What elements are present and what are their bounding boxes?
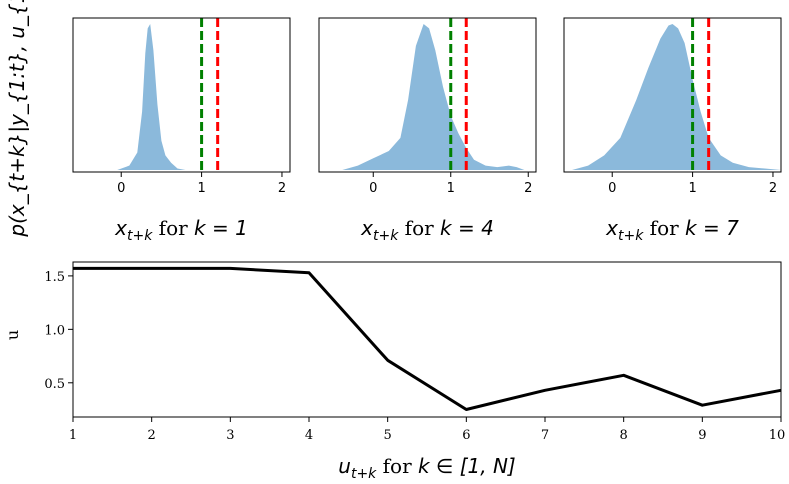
- x-tick-label: 2: [278, 181, 286, 196]
- axes-frame: [318, 17, 537, 173]
- x-tick-label: 3: [226, 428, 234, 443]
- x-tick-label: 1: [197, 181, 205, 196]
- x-ticks: 0 1 2: [117, 172, 286, 196]
- x-tick-label: 9: [698, 428, 706, 443]
- y-axis-label: u: [3, 330, 22, 340]
- x-tick-label: 8: [620, 428, 628, 443]
- control-series-line: [73, 266, 782, 411]
- x-label-for: for: [398, 216, 440, 240]
- x-label-for: for: [152, 216, 194, 240]
- density-panel-k1: 0 1 2 xt+k for k = 1 p(x_{t+k}|y_{1:t}, u_…: [5, 0, 291, 244]
- density-fill: [572, 24, 781, 170]
- x-label-symbol: x: [605, 216, 618, 240]
- x-ticks: 1 2 3 4 5 6 7 8 9 10: [69, 417, 785, 443]
- x-tick-label: 1: [688, 181, 696, 196]
- y-tick-label: 1.0: [44, 323, 65, 338]
- x-tick-label: 2: [524, 181, 532, 196]
- axes-frame: [72, 261, 782, 418]
- x-label-k: k = 7: [685, 216, 739, 240]
- y-ticks: 0.5 1.0 1.5: [44, 270, 73, 392]
- density-fill: [117, 24, 186, 170]
- density-panel-k7: 0 1 2 xt+k for k = 7: [563, 17, 782, 244]
- x-label-for: for: [376, 454, 418, 478]
- x-label-symbol: x: [114, 216, 127, 240]
- x-axis-label: xt+k for k = 4: [360, 216, 494, 244]
- x-tick-label: 0: [117, 181, 125, 196]
- x-label-symbol: u: [338, 454, 351, 478]
- x-label-subscript: t+k: [618, 228, 644, 244]
- x-label-subscript: t+k: [351, 466, 377, 482]
- x-tick-label: 0: [369, 181, 377, 196]
- x-label-for: for: [643, 216, 685, 240]
- x-tick-label: 4: [305, 428, 313, 443]
- x-ticks: 0 1 2: [608, 172, 777, 196]
- x-tick-label: 2: [148, 428, 156, 443]
- x-axis-label: xt+k for k = 1: [114, 216, 248, 244]
- x-label-subscript: t+k: [373, 228, 399, 244]
- control-line-panel: 1 2 3 4 5 6 7 8 9 10 0.51.01.5 u ut+k for k ∈ [1,…: [3, 261, 785, 482]
- density-fill: [342, 24, 525, 170]
- x-label-k: k = 1: [194, 216, 248, 240]
- x-tick-label: 5: [384, 428, 392, 443]
- x-label-k: k = 4: [440, 216, 494, 240]
- x-ticks: 0 1 2: [369, 172, 532, 196]
- x-tick-label: 2: [769, 181, 777, 196]
- axes-frame: [72, 17, 291, 173]
- x-label-symbol: x: [360, 216, 373, 240]
- y-tick-label: 0.5: [44, 377, 65, 392]
- x-tick-label: 10: [769, 428, 786, 443]
- y-axis-label: p(x_{t+k}|y_{1:t}, u_{1:t}): [5, 0, 29, 238]
- x-label-subscript: t+k: [127, 228, 153, 244]
- x-tick-label: 0: [608, 181, 616, 196]
- x-tick-label: 7: [541, 428, 549, 443]
- x-axis-label: ut+k for k ∈ [1, N]: [338, 454, 515, 482]
- x-tick-label: 1: [69, 428, 77, 443]
- x-tick-label: 6: [462, 428, 470, 443]
- density-panel-k4: 0 1 2 xt+k for k = 4: [318, 17, 537, 244]
- x-tick-label: 1: [447, 181, 455, 196]
- axes-frame: [563, 17, 782, 173]
- y-tick-label: 1.5: [44, 270, 65, 285]
- x-axis-label: xt+k for k = 7: [605, 216, 739, 244]
- x-label-k: k ∈ [1, N]: [418, 454, 516, 478]
